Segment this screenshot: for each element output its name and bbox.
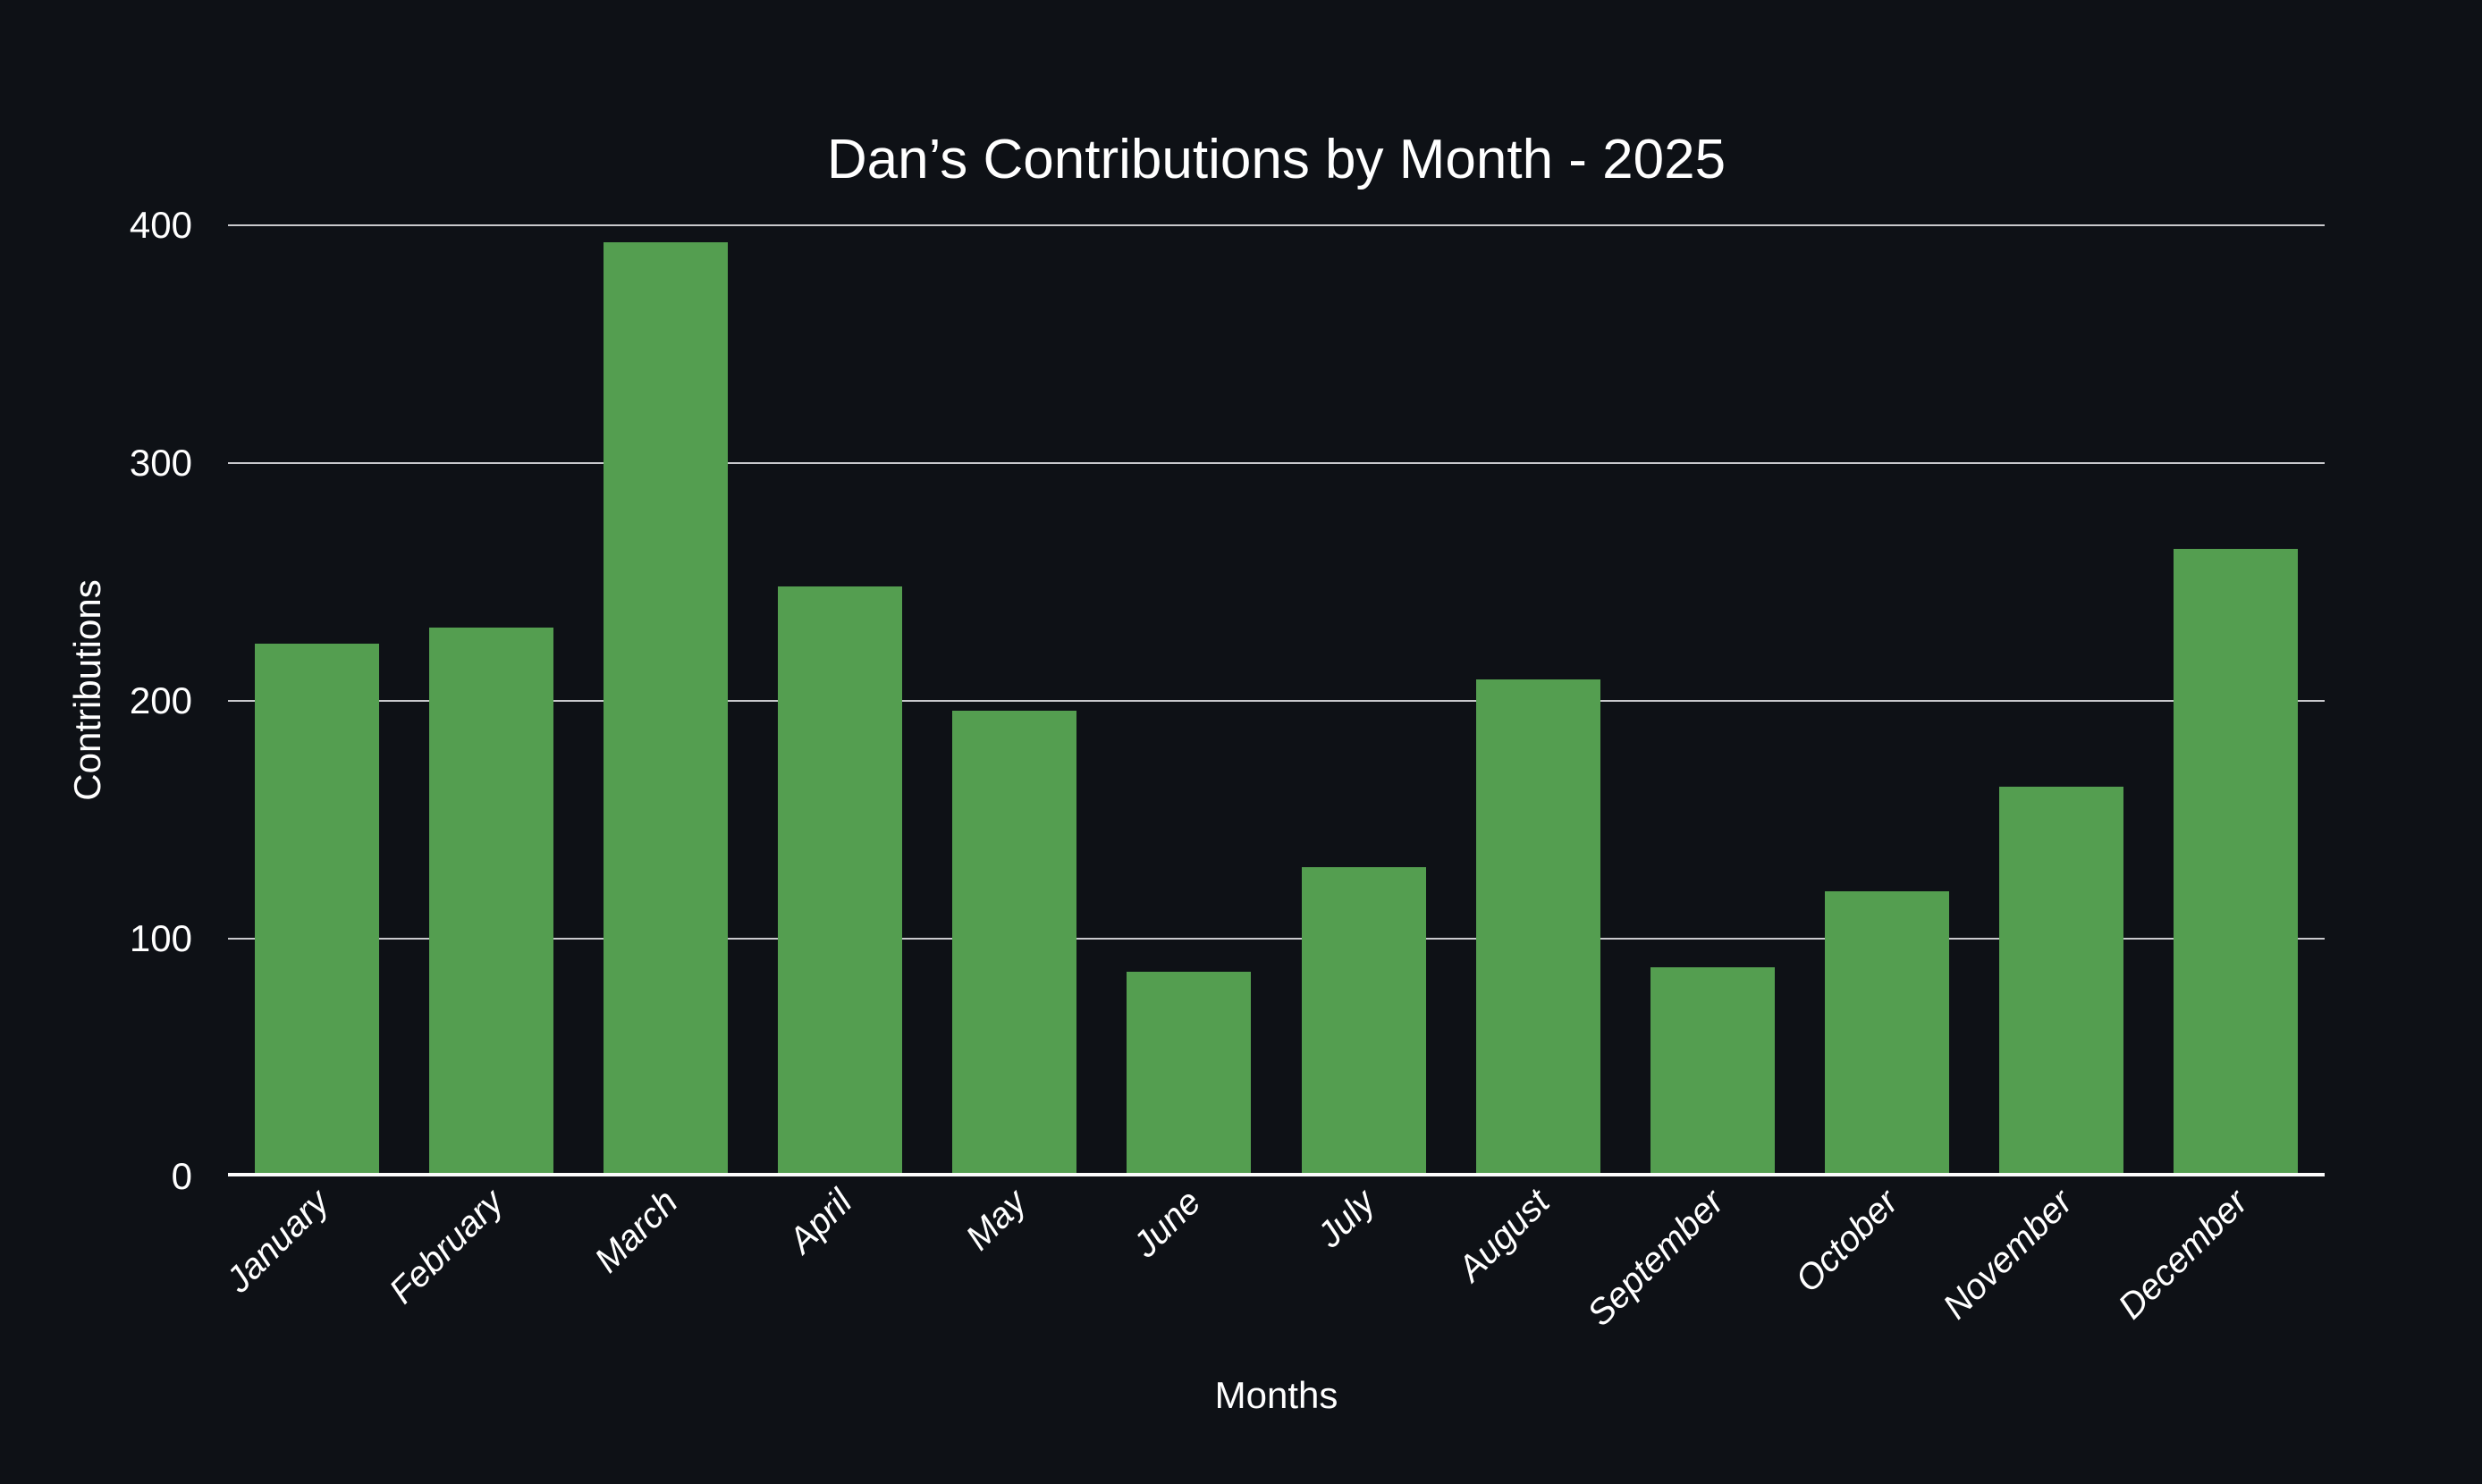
x-tick-label-august: August (1450, 1182, 1558, 1289)
bar-december (2174, 548, 2298, 1176)
x-tick-label-november: November (1936, 1182, 2081, 1328)
bar-january (255, 644, 379, 1176)
x-tick-label-february: February (381, 1182, 511, 1311)
x-tick-label-december: December (2110, 1182, 2256, 1328)
bar-march (604, 241, 729, 1176)
bar-september (1650, 966, 1775, 1176)
gridline-300 (228, 462, 2325, 464)
x-tick-label-september: September (1580, 1182, 1732, 1334)
bar-may (952, 710, 1077, 1176)
x-tick-label-may: May (958, 1182, 1034, 1258)
gridline-400 (228, 224, 2325, 226)
y-tick-label-200: 200 (129, 679, 192, 721)
bar-august (1475, 679, 1600, 1176)
y-tick-label-300: 300 (129, 442, 192, 484)
gridline-200 (228, 700, 2325, 702)
gridline-100 (228, 938, 2325, 940)
y-tick-label-400: 400 (129, 204, 192, 246)
x-axis-title: Months (1214, 1374, 1338, 1416)
chart-title: Dan’s Contributions by Month - 2025 (826, 129, 1726, 190)
bar-june (1127, 972, 1252, 1176)
bar-february (429, 627, 554, 1176)
x-tick-label-april: April (781, 1182, 860, 1261)
x-tick-label-march: March (587, 1182, 686, 1281)
x-tick-label-january: January (218, 1182, 337, 1301)
x-tick-label-october: October (1788, 1182, 1906, 1301)
y-tick-label-0: 0 (171, 1155, 192, 1197)
bar-november (1998, 786, 2123, 1176)
x-axis-line (228, 1173, 2325, 1176)
plot-area (228, 224, 2325, 1176)
bar-april (778, 586, 903, 1176)
bar-july (1301, 867, 1426, 1176)
x-tick-label-july: July (1310, 1182, 1383, 1255)
y-tick-label-100: 100 (129, 917, 192, 959)
bar-october (1824, 890, 1949, 1176)
x-tick-label-june: June (1126, 1182, 1209, 1265)
